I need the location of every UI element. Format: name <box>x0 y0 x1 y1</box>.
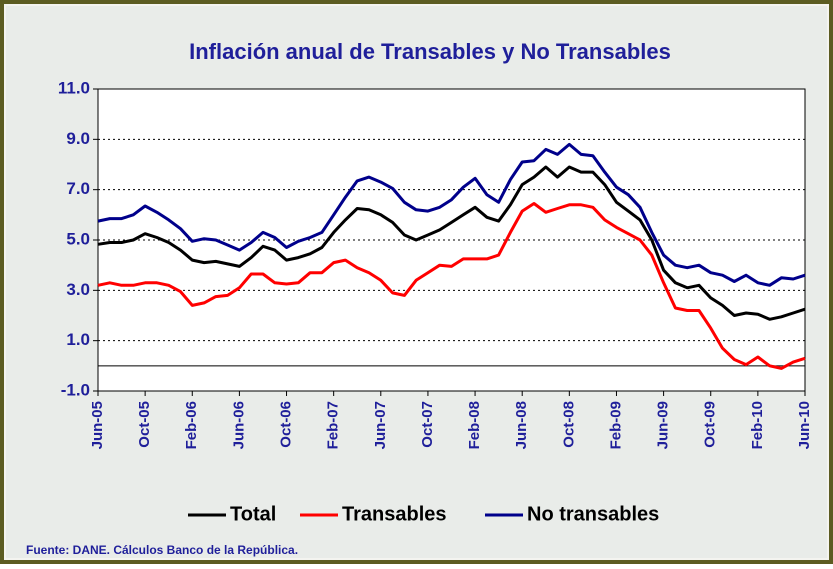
series-line <box>97 142 806 287</box>
y-tick-label: 3.0 <box>66 280 90 299</box>
legend-label: No transables <box>527 503 659 525</box>
series-line <box>97 165 806 321</box>
y-tick-label: -1.0 <box>61 380 90 399</box>
x-tick-label: Oct-09 <box>702 401 719 448</box>
y-tick-label: 7.0 <box>66 179 90 198</box>
x-tick-label: Jun-07 <box>372 401 389 449</box>
x-tick-label: Jun-10 <box>796 401 813 449</box>
legend-label: Transables <box>342 503 447 525</box>
series-line <box>97 202 806 370</box>
x-tick-label: Oct-07 <box>419 401 436 448</box>
x-tick-label: Oct-08 <box>560 401 577 448</box>
x-tick-label: Feb-06 <box>183 401 200 449</box>
x-tick-label: Jun-05 <box>89 401 106 449</box>
x-tick-label: Jun-08 <box>513 401 530 449</box>
y-tick-label: 9.0 <box>66 129 90 148</box>
x-tick-label: Oct-06 <box>278 401 295 448</box>
x-tick-label: Feb-07 <box>325 401 342 449</box>
source-note: Fuente: DANE. Cálculos Banco de la Repúb… <box>26 543 298 557</box>
y-tick-label: 5.0 <box>66 229 90 248</box>
chart-title: Inflación anual de Transables y No Trans… <box>189 39 671 64</box>
x-tick-label: Jun-09 <box>655 401 672 449</box>
x-tick-label: Feb-10 <box>749 401 766 449</box>
x-tick-label: Jun-06 <box>230 401 247 449</box>
x-tick-label: Feb-08 <box>466 401 483 449</box>
x-tick-label: Feb-09 <box>607 401 624 449</box>
legend-label: Total <box>230 503 276 525</box>
y-tick-label: 1.0 <box>66 330 90 349</box>
y-tick-label: 11.0 <box>58 78 90 97</box>
x-tick-label: Oct-05 <box>136 401 153 448</box>
